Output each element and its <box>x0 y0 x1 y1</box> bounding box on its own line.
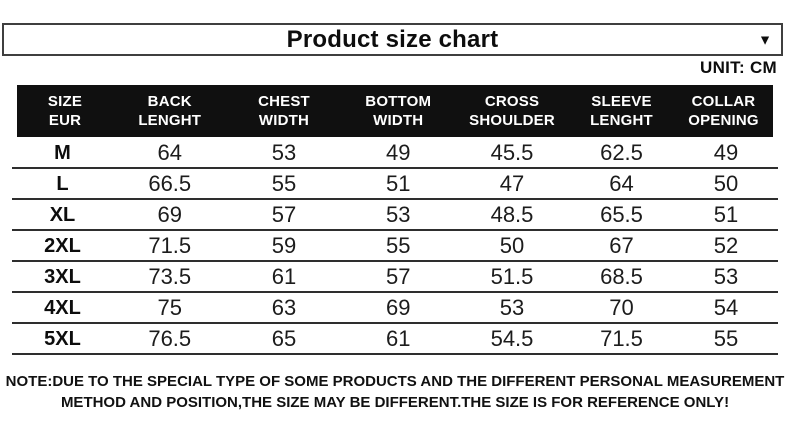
table-row: XL 69 57 53 48.5 65.5 51 <box>12 200 778 231</box>
value-cell: 63 <box>271 294 297 320</box>
value-cell: 65.5 <box>600 201 643 227</box>
note-line-1: NOTE:DUE TO THE SPECIAL TYPE OF SOME PRO… <box>5 373 785 390</box>
value-cell: 54.5 <box>490 325 534 351</box>
value-cell: 47 <box>499 170 525 196</box>
size-cell: XL <box>49 203 76 226</box>
column-header-line2: EUR <box>48 112 82 129</box>
column-header-line2: SHOULDER <box>469 112 555 129</box>
value-cell: 65 <box>271 325 297 351</box>
column-header-line2: OPENING <box>688 112 759 129</box>
value-cell: 68.5 <box>600 263 643 289</box>
column-header: CHEST WIDTH <box>227 92 342 130</box>
table-row: 2XL 71.5 59 55 50 67 52 <box>12 231 778 262</box>
value-cell: 52 <box>713 232 739 258</box>
size-cell: 5XL <box>44 327 81 350</box>
table-header: SIZE EUR BACK LENGHT CHEST WIDTH BOTTOM … <box>17 85 773 137</box>
size-cell: 3XL <box>44 265 81 288</box>
value-cell: 55 <box>386 232 411 258</box>
value-cell: 71.5 <box>600 325 643 351</box>
value-cell: 59 <box>271 232 297 258</box>
value-cell: 53 <box>386 201 411 227</box>
value-cell: 57 <box>271 201 297 227</box>
value-cell: 53 <box>499 294 525 320</box>
table-row: 3XL 73.5 61 57 51.5 68.5 53 <box>12 262 778 293</box>
value-cell: 71.5 <box>148 232 192 258</box>
value-cell: 53 <box>271 139 297 165</box>
column-header-line1: SLEEVE <box>591 93 652 110</box>
table-body: M 64 53 49 45.5 62.5 49 L 66.5 55 51 47 … <box>12 138 778 355</box>
column-header-line2: WIDTH <box>258 112 310 129</box>
value-cell: 64 <box>609 170 634 196</box>
column-header-line2: LENGHT <box>138 112 202 129</box>
size-cell: M <box>54 141 71 164</box>
column-header-line1: SIZE <box>47 93 83 110</box>
value-cell: 54 <box>713 294 739 320</box>
table-row: 5XL 76.5 65 61 54.5 71.5 55 <box>12 324 778 355</box>
value-cell: 55 <box>271 170 297 196</box>
value-cell: 51 <box>713 201 739 227</box>
column-header: BACK LENGHT <box>113 92 227 130</box>
column-header-line2: LENGHT <box>590 112 653 129</box>
value-cell: 69 <box>386 294 411 320</box>
size-cell: 2XL <box>44 234 81 257</box>
value-cell: 62.5 <box>600 139 643 165</box>
value-cell: 61 <box>271 263 297 289</box>
column-header: COLLAR OPENING <box>674 92 773 130</box>
value-cell: 49 <box>386 139 411 165</box>
value-cell: 51 <box>386 170 411 196</box>
value-cell: 76.5 <box>148 325 192 351</box>
value-cell: 75 <box>157 294 182 320</box>
value-cell: 73.5 <box>148 263 192 289</box>
value-cell: 50 <box>713 170 739 196</box>
column-header-line1: COLLAR <box>691 93 756 110</box>
value-cell: 57 <box>386 263 411 289</box>
unit-label: UNIT: CM <box>700 58 777 77</box>
value-cell: 67 <box>609 232 634 258</box>
value-cell: 45.5 <box>490 139 534 165</box>
value-cell: 70 <box>609 294 634 320</box>
value-cell: 50 <box>499 232 525 258</box>
column-header-line2: WIDTH <box>373 112 424 129</box>
column-header: CROSS SHOULDER <box>455 92 569 130</box>
value-cell: 49 <box>713 139 739 165</box>
value-cell: 66.5 <box>148 170 192 196</box>
chevron-down-icon[interactable]: ▼ <box>758 31 772 48</box>
size-cell: L <box>56 172 69 195</box>
value-cell: 61 <box>386 325 411 351</box>
column-header-line1: BACK <box>147 93 192 110</box>
table-row: M 64 53 49 45.5 62.5 49 <box>12 138 778 169</box>
note-line-2: METHOD AND POSITION,THE SIZE MAY BE DIFF… <box>60 394 730 411</box>
table-row: L 66.5 55 51 47 64 50 <box>12 169 778 200</box>
size-cell: 4XL <box>44 296 81 319</box>
page-title: Product size chart <box>286 25 499 53</box>
value-cell: 69 <box>157 201 182 227</box>
column-header-line1: CHEST <box>258 93 310 110</box>
value-cell: 51.5 <box>490 263 534 289</box>
column-header-line1: CROSS <box>484 93 540 110</box>
size-chart-dropdown-header[interactable]: Product size chart ▼ <box>2 23 783 56</box>
column-header: SLEEVE LENGHT <box>569 92 674 130</box>
value-cell: 55 <box>713 325 739 351</box>
value-cell: 53 <box>713 263 739 289</box>
column-header: BOTTOM WIDTH <box>342 92 456 130</box>
note-text: NOTE:DUE TO THE SPECIAL TYPE OF SOME PRO… <box>0 371 790 413</box>
table-row: 4XL 75 63 69 53 70 54 <box>12 293 778 324</box>
column-header-line1: BOTTOM <box>365 93 432 110</box>
column-header: SIZE EUR <box>17 92 113 130</box>
value-cell: 64 <box>157 139 182 165</box>
value-cell: 48.5 <box>490 201 534 227</box>
